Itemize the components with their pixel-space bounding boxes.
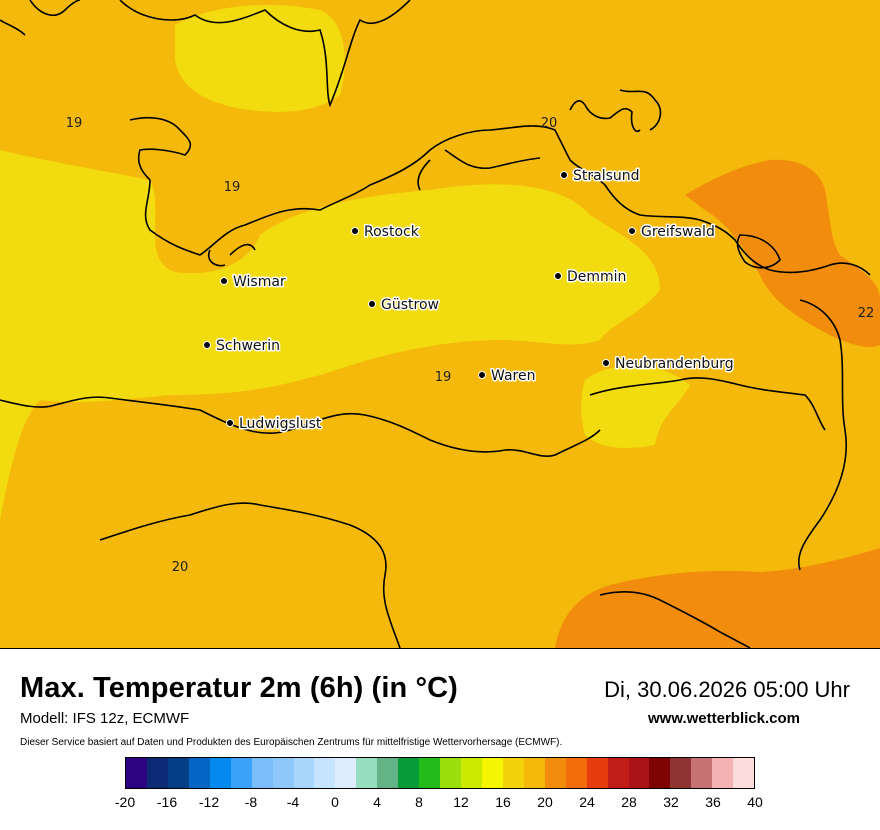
map-canvas: 19 19 20 22 19 20 Stralsund Greifswald Rostock W… bbox=[0, 0, 880, 648]
city-marker: Rostock bbox=[351, 223, 421, 242]
city-label: Güstrow bbox=[381, 297, 439, 313]
city-dot bbox=[554, 272, 562, 280]
temp-zone-22-south bbox=[555, 548, 880, 648]
city-marker: Wismar bbox=[220, 273, 287, 292]
color-scale-cell bbox=[377, 758, 399, 788]
temp-zone-19-north bbox=[175, 5, 345, 112]
city-marker: Neubrandenburg bbox=[602, 355, 735, 374]
color-scale-tick: 24 bbox=[579, 794, 595, 810]
color-scale-cell bbox=[565, 758, 587, 788]
city-marker: Stralsund bbox=[560, 167, 641, 186]
city-label: Neubrandenburg bbox=[615, 356, 734, 372]
color-scale-tick: 28 bbox=[621, 794, 637, 810]
temp-zone-19-west bbox=[0, 150, 660, 520]
color-scale-tick: 4 bbox=[373, 794, 381, 810]
contour-label: 22 bbox=[858, 306, 875, 321]
city-marker: Waren bbox=[478, 367, 537, 386]
color-scale-cell bbox=[712, 758, 734, 788]
color-scale-tick: -20 bbox=[114, 794, 136, 810]
city-marker: Greifswald bbox=[628, 223, 716, 242]
color-scale-cell bbox=[419, 758, 441, 788]
color-scale-cell bbox=[691, 758, 713, 788]
color-scale-cell bbox=[733, 758, 755, 788]
city-label: Ludwigslust bbox=[239, 416, 322, 432]
map-title: Max. Temperatur 2m (6h) (in °C) bbox=[20, 672, 458, 704]
city-marker: Schwerin bbox=[203, 337, 282, 356]
color-scale-tick: 32 bbox=[663, 794, 679, 810]
website-link[interactable]: www.wetterblick.com bbox=[648, 710, 800, 727]
coastline bbox=[0, 0, 871, 648]
model-info: Modell: IFS 12z, ECMWF bbox=[20, 710, 190, 727]
contour-label: 19 bbox=[435, 370, 452, 385]
contour-labels: 19 19 20 22 19 20 bbox=[66, 116, 875, 575]
color-scale-cell bbox=[251, 758, 273, 788]
color-scale-cell bbox=[335, 758, 357, 788]
color-scale-cell bbox=[649, 758, 671, 788]
color-scale bbox=[125, 757, 755, 789]
color-scale-tick: 8 bbox=[415, 794, 423, 810]
color-scale-cell bbox=[523, 758, 545, 788]
color-scale-cell bbox=[167, 758, 189, 788]
color-scale-cell bbox=[628, 758, 650, 788]
contour-label: 19 bbox=[66, 116, 83, 131]
color-scale-cell bbox=[146, 758, 168, 788]
city-label: Stralsund bbox=[573, 168, 640, 184]
color-scale-cell bbox=[293, 758, 315, 788]
color-scale-cell bbox=[586, 758, 608, 788]
city-dot bbox=[628, 227, 636, 235]
color-scale-ticks: -20 -16 -12 -8 -4 0 4 8 12 16 20 24 28 32 36 40 bbox=[0, 794, 880, 814]
city-dot bbox=[220, 277, 228, 285]
color-scale-tick: 20 bbox=[537, 794, 553, 810]
city-label: Wismar bbox=[233, 274, 286, 290]
city-dot bbox=[203, 341, 211, 349]
color-scale-cell bbox=[461, 758, 482, 788]
city-label: Demmin bbox=[567, 269, 626, 285]
disclaimer-text: Dieser Service basiert auf Daten und Pro… bbox=[20, 737, 563, 748]
color-scale-cell bbox=[440, 758, 461, 788]
temp-zone-19-east bbox=[581, 365, 690, 448]
color-scale-cell bbox=[398, 758, 420, 788]
color-scale-cell bbox=[502, 758, 524, 788]
city-label: Waren bbox=[491, 368, 535, 384]
color-scale-cell bbox=[314, 758, 336, 788]
city-dot bbox=[368, 300, 376, 308]
weather-map: 19 19 20 22 19 20 Stralsund Greifswald Rostock W… bbox=[0, 0, 880, 649]
city-dot bbox=[560, 171, 568, 179]
city-dot bbox=[226, 419, 234, 427]
city-marker: Demmin bbox=[554, 268, 628, 287]
color-scale-cell bbox=[481, 758, 503, 788]
color-scale-cell bbox=[544, 758, 566, 788]
color-scale-tick: -8 bbox=[244, 794, 258, 810]
city-marker: Güstrow bbox=[368, 296, 440, 315]
color-scale-cell bbox=[356, 758, 378, 788]
color-scale-tick: 36 bbox=[705, 794, 721, 810]
city-dot bbox=[602, 359, 610, 367]
contour-label: 19 bbox=[224, 180, 241, 195]
city-marker: Ludwigslust bbox=[226, 415, 323, 434]
color-scale-cell bbox=[209, 758, 231, 788]
color-scale-tick: -12 bbox=[198, 794, 220, 810]
color-scale-cell bbox=[670, 758, 692, 788]
color-scale-tick: -16 bbox=[156, 794, 178, 810]
city-dot bbox=[478, 371, 486, 379]
contour-label: 20 bbox=[172, 560, 189, 575]
temp-zone-22-east bbox=[685, 159, 880, 347]
city-label: Schwerin bbox=[216, 338, 280, 354]
color-scale-cell bbox=[607, 758, 629, 788]
color-scale-tick: 12 bbox=[453, 794, 469, 810]
city-dot bbox=[351, 227, 359, 235]
color-scale-cell bbox=[188, 758, 210, 788]
color-scale-tick: 16 bbox=[495, 794, 511, 810]
city-label: Greifswald bbox=[641, 224, 715, 240]
color-scale-cell bbox=[126, 758, 147, 788]
color-scale-cell bbox=[272, 758, 294, 788]
color-scale-tick: 40 bbox=[747, 794, 763, 810]
color-scale-tick: -4 bbox=[286, 794, 300, 810]
city-markers: Stralsund Greifswald Rostock Wismar Demmin Gü… bbox=[203, 167, 735, 434]
color-scale-cell bbox=[230, 758, 252, 788]
forecast-datetime: Di, 30.06.2026 05:00 Uhr bbox=[604, 677, 850, 702]
contour-label: 20 bbox=[541, 116, 558, 131]
color-scale-tick: 0 bbox=[331, 794, 339, 810]
city-label: Rostock bbox=[364, 224, 420, 240]
